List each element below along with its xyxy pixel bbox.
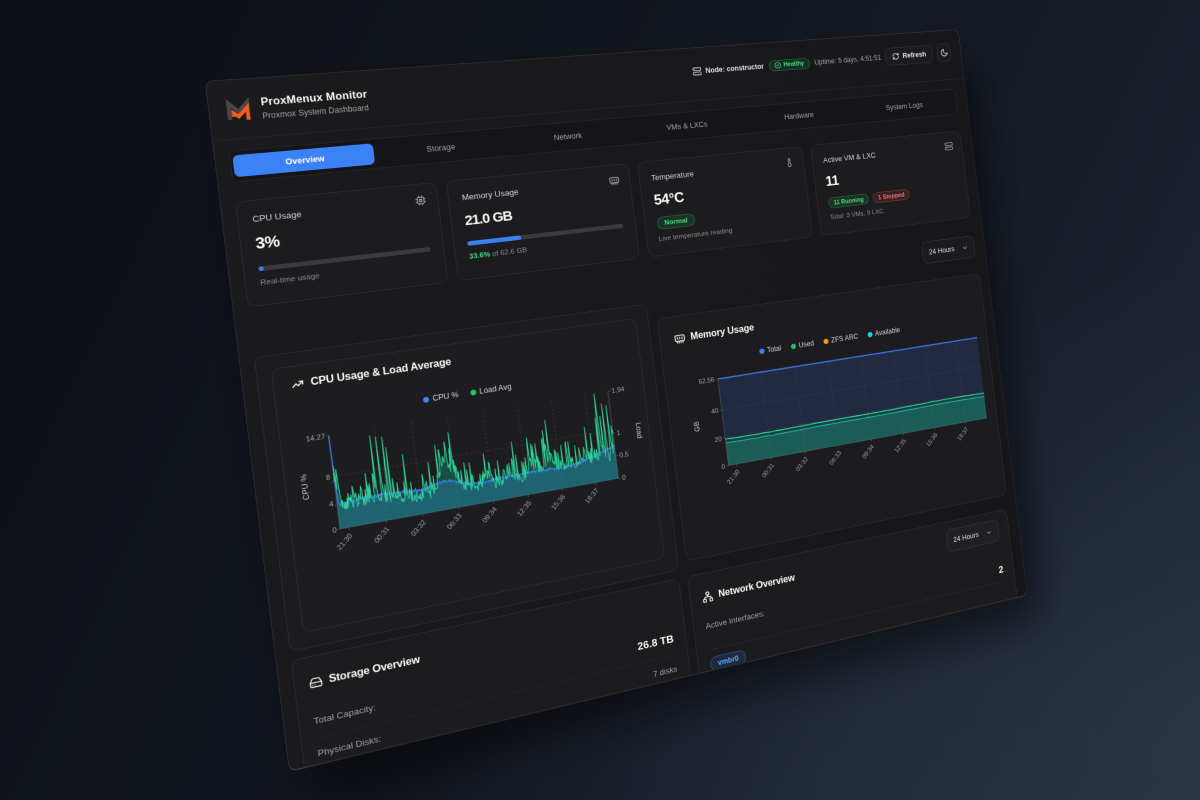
svg-text:00:31: 00:31	[372, 525, 391, 545]
svg-text:0.5: 0.5	[619, 450, 630, 459]
svg-text:06:33: 06:33	[828, 449, 843, 466]
svg-text:1.94: 1.94	[611, 385, 625, 395]
svg-text:09:34: 09:34	[861, 443, 876, 460]
svg-text:03:32: 03:32	[409, 519, 428, 538]
svg-text:GB: GB	[692, 421, 701, 433]
svg-text:18:37: 18:37	[583, 487, 600, 505]
svg-text:0: 0	[622, 473, 627, 481]
svg-text:21:30: 21:30	[726, 468, 742, 486]
svg-text:03:32: 03:32	[794, 456, 809, 473]
svg-text:0: 0	[332, 526, 338, 535]
svg-text:14.27: 14.27	[305, 432, 325, 443]
svg-text:12:35: 12:35	[516, 499, 534, 518]
svg-text:0: 0	[721, 463, 726, 471]
svg-text:15:36: 15:36	[925, 431, 939, 448]
svg-text:4: 4	[329, 500, 335, 509]
svg-text:21:30: 21:30	[335, 532, 355, 552]
svg-text:18:37: 18:37	[956, 426, 970, 442]
svg-text:8: 8	[325, 473, 331, 482]
svg-text:15:36: 15:36	[550, 493, 568, 512]
svg-text:1: 1	[616, 429, 621, 437]
svg-text:09:34: 09:34	[481, 505, 499, 524]
svg-text:62.56: 62.56	[698, 376, 715, 386]
svg-text:00:31: 00:31	[760, 461, 776, 479]
svg-text:12:35: 12:35	[893, 437, 908, 454]
svg-text:CPU %: CPU %	[298, 473, 311, 501]
svg-text:06:33: 06:33	[445, 512, 464, 531]
svg-text:40: 40	[711, 407, 719, 416]
svg-text:Load: Load	[634, 422, 644, 440]
svg-text:20: 20	[714, 435, 722, 444]
